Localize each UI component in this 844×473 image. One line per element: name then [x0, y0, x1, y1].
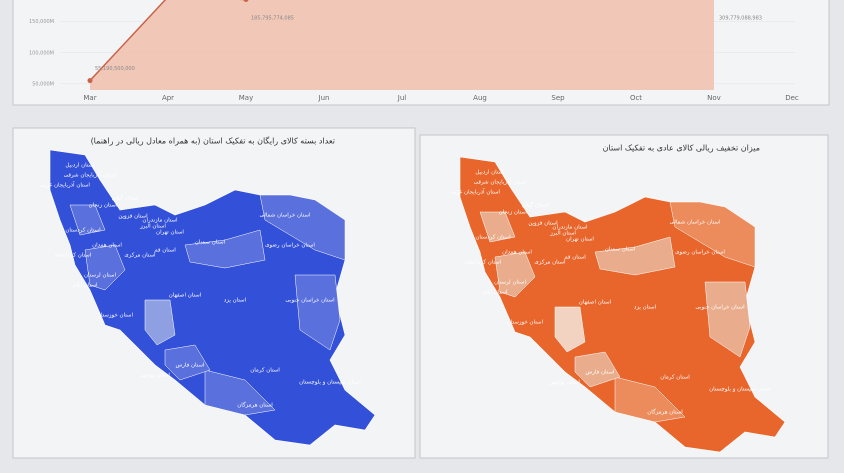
province-shape [184, 229, 266, 269]
point [87, 78, 93, 84]
province-label: استان سیستان و بلوچستان [709, 387, 771, 393]
province-label: استان مرکزی [124, 252, 156, 259]
province-label: استان بوشهر [549, 380, 580, 386]
province-label: استان خوزستان [97, 313, 134, 319]
province-label: استان قزوین [118, 214, 148, 220]
province-label: استان کردستان [475, 234, 511, 241]
x-tick-label: Nov [707, 94, 721, 102]
y-tick-label: 100,000M [29, 50, 54, 56]
province-label: استان یزد [224, 298, 247, 304]
province-label: استان خراسان رضوی [265, 243, 315, 249]
province-label: استان آذربایجان شرقی [64, 172, 117, 179]
x-tick-label: Sep [551, 94, 565, 102]
line-chart: 50,000M 100,000M 150,000M Mar Apr May Jun Jul Au… [29, 0, 799, 102]
province-label: استان مازندران [552, 225, 588, 231]
data-label: 55,190,500,000 [95, 66, 135, 72]
x-tick-label: Aug [473, 94, 487, 102]
province-shape [259, 194, 346, 261]
province-label: استان خراسان شمالی [669, 220, 720, 226]
province-shape [594, 236, 676, 276]
y-tick-label: 50,000M [32, 81, 54, 87]
province-shape [614, 376, 686, 423]
province-label: استان لرستان [84, 273, 116, 279]
province-shape [84, 244, 126, 291]
x-tick-label: Dec [785, 94, 799, 102]
province-label: استان سیستان و بلوچستان [299, 380, 361, 386]
province-label: استان اردبیل [65, 163, 95, 169]
province-label: استان هرمزگان [237, 402, 273, 409]
province-label: استان یزد [634, 305, 657, 311]
province-label: استان خراسان جنوبی [285, 298, 335, 304]
province-label: استان مرکزی [534, 259, 566, 266]
data-label: 185,795,774,085 [251, 16, 294, 22]
province-label: استان فارس [176, 363, 205, 369]
province-shape [479, 211, 516, 243]
point [243, 0, 249, 3]
province-shape [554, 306, 586, 353]
data-label: 309,779,088,983 [719, 16, 762, 22]
province-shape [669, 201, 756, 268]
province-shape [204, 369, 276, 416]
line [89, 0, 248, 82]
map-title: تعداد بسته کالای رایگان به تفکیک استان (… [91, 136, 335, 146]
map: استان اردبیل استان آذربایجان شرقی استان آذ… [40, 149, 376, 446]
province-label: استان اصفهان [579, 300, 612, 306]
province-shape [294, 274, 341, 351]
province-label: استان گیلان [522, 202, 549, 209]
province-shape [144, 299, 176, 346]
province-label: استان خراسان جنوبی [695, 305, 745, 311]
x-tick-label: Oct [630, 94, 642, 102]
province-label: استان سمنان [195, 240, 226, 246]
province-label: استان قم [564, 255, 586, 261]
province-label: استان تهران [156, 230, 184, 236]
province-shape [574, 351, 621, 388]
map-title: میزان تخفیف ریالی کالای عادی به تفکیک اس… [603, 144, 760, 153]
province-label: استان خراسان شمالی [259, 213, 310, 219]
province-label: استان همدان [502, 250, 532, 256]
x-tick-label: Apr [162, 94, 174, 102]
province-label: استان همدان [92, 243, 122, 249]
province-label: استان سمنان [605, 247, 636, 253]
province-label: استان زنجان [499, 210, 528, 216]
province-label: استان فارس [586, 370, 615, 376]
province-label: استان آذربایجان غربی [40, 182, 90, 189]
x-tick-label: Mar [83, 94, 96, 102]
province-shape [704, 281, 751, 358]
x-tick-label: May [239, 94, 253, 102]
province-label: استان خراسان رضوی [675, 250, 725, 256]
province-label: استان ایلام [482, 290, 507, 296]
province-label: استان مازندران [142, 218, 178, 224]
province-label: استان تهران [566, 237, 594, 243]
province-label: استان خوزستان [507, 320, 544, 326]
area [90, 0, 714, 90]
y-tick-label: 150,000M [29, 19, 54, 25]
province-label: استان البرز [139, 224, 166, 230]
province-label: استان زنجان [89, 203, 118, 209]
province-label: استان ایلام [72, 283, 97, 289]
province-label: استان قزوین [528, 221, 558, 227]
x-tick-label: Jun [318, 94, 330, 102]
province-label: استان البرز [549, 231, 576, 237]
province-label: استان لرستان [494, 280, 526, 286]
province-label: استان کرمانشاه [55, 252, 92, 259]
province-label: استان اردبیل [475, 170, 505, 176]
province-label: استان کرمان [250, 367, 280, 374]
plot [87, 0, 714, 90]
x-tick-label: Jul [397, 94, 407, 102]
province-label: استان بوشهر [139, 373, 170, 379]
province-label: استان آذربایجان شرقی [474, 179, 527, 186]
province-shape [164, 344, 211, 381]
province-label: استان اصفهان [169, 293, 202, 299]
province-label: استان قم [154, 248, 176, 254]
province-label: استان آذربایجان غربی [450, 189, 500, 196]
province-shape [494, 251, 536, 298]
province-label: استان گیلان [112, 195, 139, 202]
province-label: استان کردستان [65, 227, 101, 234]
map: استان اردبیل استان آذربایجان شرقی استان آذ… [450, 156, 786, 453]
province-label: استان هرمزگان [647, 409, 683, 416]
province-shape [69, 204, 106, 236]
province-label: استان کرمانشاه [465, 259, 502, 266]
province-label: استان کرمان [660, 374, 690, 381]
